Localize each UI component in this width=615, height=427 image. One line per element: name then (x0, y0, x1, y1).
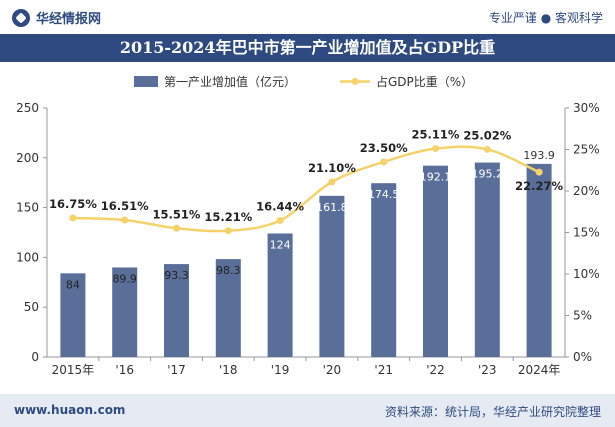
line-value-label: 16.51% (101, 199, 149, 213)
bar-value-label: 98.3 (216, 264, 241, 277)
line-point (173, 224, 180, 232)
logo-icon (12, 8, 30, 27)
line-value-label: 25.11% (412, 128, 460, 142)
y-tick-label: 150 (16, 201, 39, 215)
bar (60, 273, 86, 357)
x-tick-label: '19 (271, 363, 290, 377)
x-tick-label: '20 (323, 363, 342, 377)
line-point (69, 214, 77, 222)
y-tick-label: 100 (16, 250, 39, 264)
y2-tick-label: 30% (573, 101, 600, 115)
line-value-label: 15.21% (204, 210, 252, 224)
x-tick-label: '16 (115, 363, 134, 377)
chart-title: 2015-2024年巴中市第一产业增加值及占GDP比重 (0, 34, 615, 62)
legend-line-marker (351, 78, 359, 85)
line-value-label: 16.44% (256, 200, 304, 214)
y-tick-label: 0 (31, 350, 39, 364)
bar (423, 165, 448, 357)
legend-bar-swatch (134, 76, 158, 87)
x-tick-label: '22 (426, 363, 445, 377)
bar (267, 233, 293, 357)
line-point (328, 178, 336, 186)
y-tick-label: 250 (16, 101, 39, 115)
x-tick-label: 2024年 (518, 363, 561, 377)
x-tick-label: '23 (478, 363, 497, 377)
footer-source: 资料来源：统计局，华经产业研究院整理 (384, 405, 601, 419)
bar-value-label: 195.2 (472, 168, 504, 181)
legend-bar-label: 第一产业增加值（亿元） (164, 74, 296, 89)
line-point (276, 217, 284, 225)
bar-value-label: 174.5 (368, 188, 400, 201)
bar-value-label: 161.8 (316, 201, 348, 214)
line-point (535, 168, 543, 176)
bar-value-label: 124 (270, 238, 291, 251)
bar (319, 195, 345, 357)
y2-tick-label: 0% (573, 350, 592, 364)
line-point (483, 145, 491, 153)
series-line (72, 145, 540, 233)
y2-tick-label: 15% (573, 226, 600, 240)
x-tick-label: 2015年 (52, 363, 95, 377)
x-tick-label: '17 (167, 363, 186, 377)
footer: www.huaon.com 资料来源：统计局，华经产业研究院整理 (0, 394, 615, 427)
legend-line-label: 占GDP比重（%） (376, 74, 473, 89)
line-value-label: 21.10% (308, 161, 356, 175)
y2-tick-label: 20% (573, 184, 600, 198)
bar (371, 183, 397, 357)
chart: 第一产业增加值（亿元） 占GDP比重（%） 0 50 100 150 200 250 0% 5% 1… (16, 74, 600, 377)
logo: 华经情报网 (12, 8, 101, 27)
bar-value-label: 192.1 (420, 171, 452, 184)
footer-website: www.huaon.com (14, 403, 126, 417)
y-tick-label: 200 (16, 151, 39, 165)
line-value-label: 16.75% (49, 197, 97, 211)
y2-tick-label: 5% (573, 309, 592, 323)
bar-value-label: 193.9 (523, 149, 555, 162)
bar (474, 162, 500, 357)
tagline: 专业严谨 ● 客观科学 (488, 11, 603, 25)
line-value-label: 22.27% (515, 179, 563, 193)
line-value-label: 25.02% (463, 128, 511, 142)
bar-value-label: 89.9 (112, 272, 137, 285)
line-point (432, 145, 439, 153)
x-tick-label: '18 (219, 363, 238, 377)
y-tick-label: 50 (24, 300, 39, 314)
bar (164, 264, 189, 357)
line-value-label: 15.51% (153, 207, 201, 221)
top-bar: 华经情报网 专业严谨 ● 客观科学 (0, 0, 615, 34)
line-point (380, 158, 388, 166)
bar (112, 267, 138, 357)
bar-value-label: 93.3 (164, 269, 189, 282)
line-point (224, 227, 232, 235)
y2-tick-label: 25% (573, 143, 600, 157)
bar (215, 259, 241, 357)
logo-text: 华经情报网 (36, 12, 102, 27)
bar-value-label: 84 (66, 278, 80, 291)
y2-tick-label: 10% (573, 267, 600, 281)
bar (526, 163, 552, 357)
line-value-label: 23.50% (360, 141, 408, 155)
line-point (121, 216, 129, 224)
x-tick-label: '21 (374, 363, 393, 377)
